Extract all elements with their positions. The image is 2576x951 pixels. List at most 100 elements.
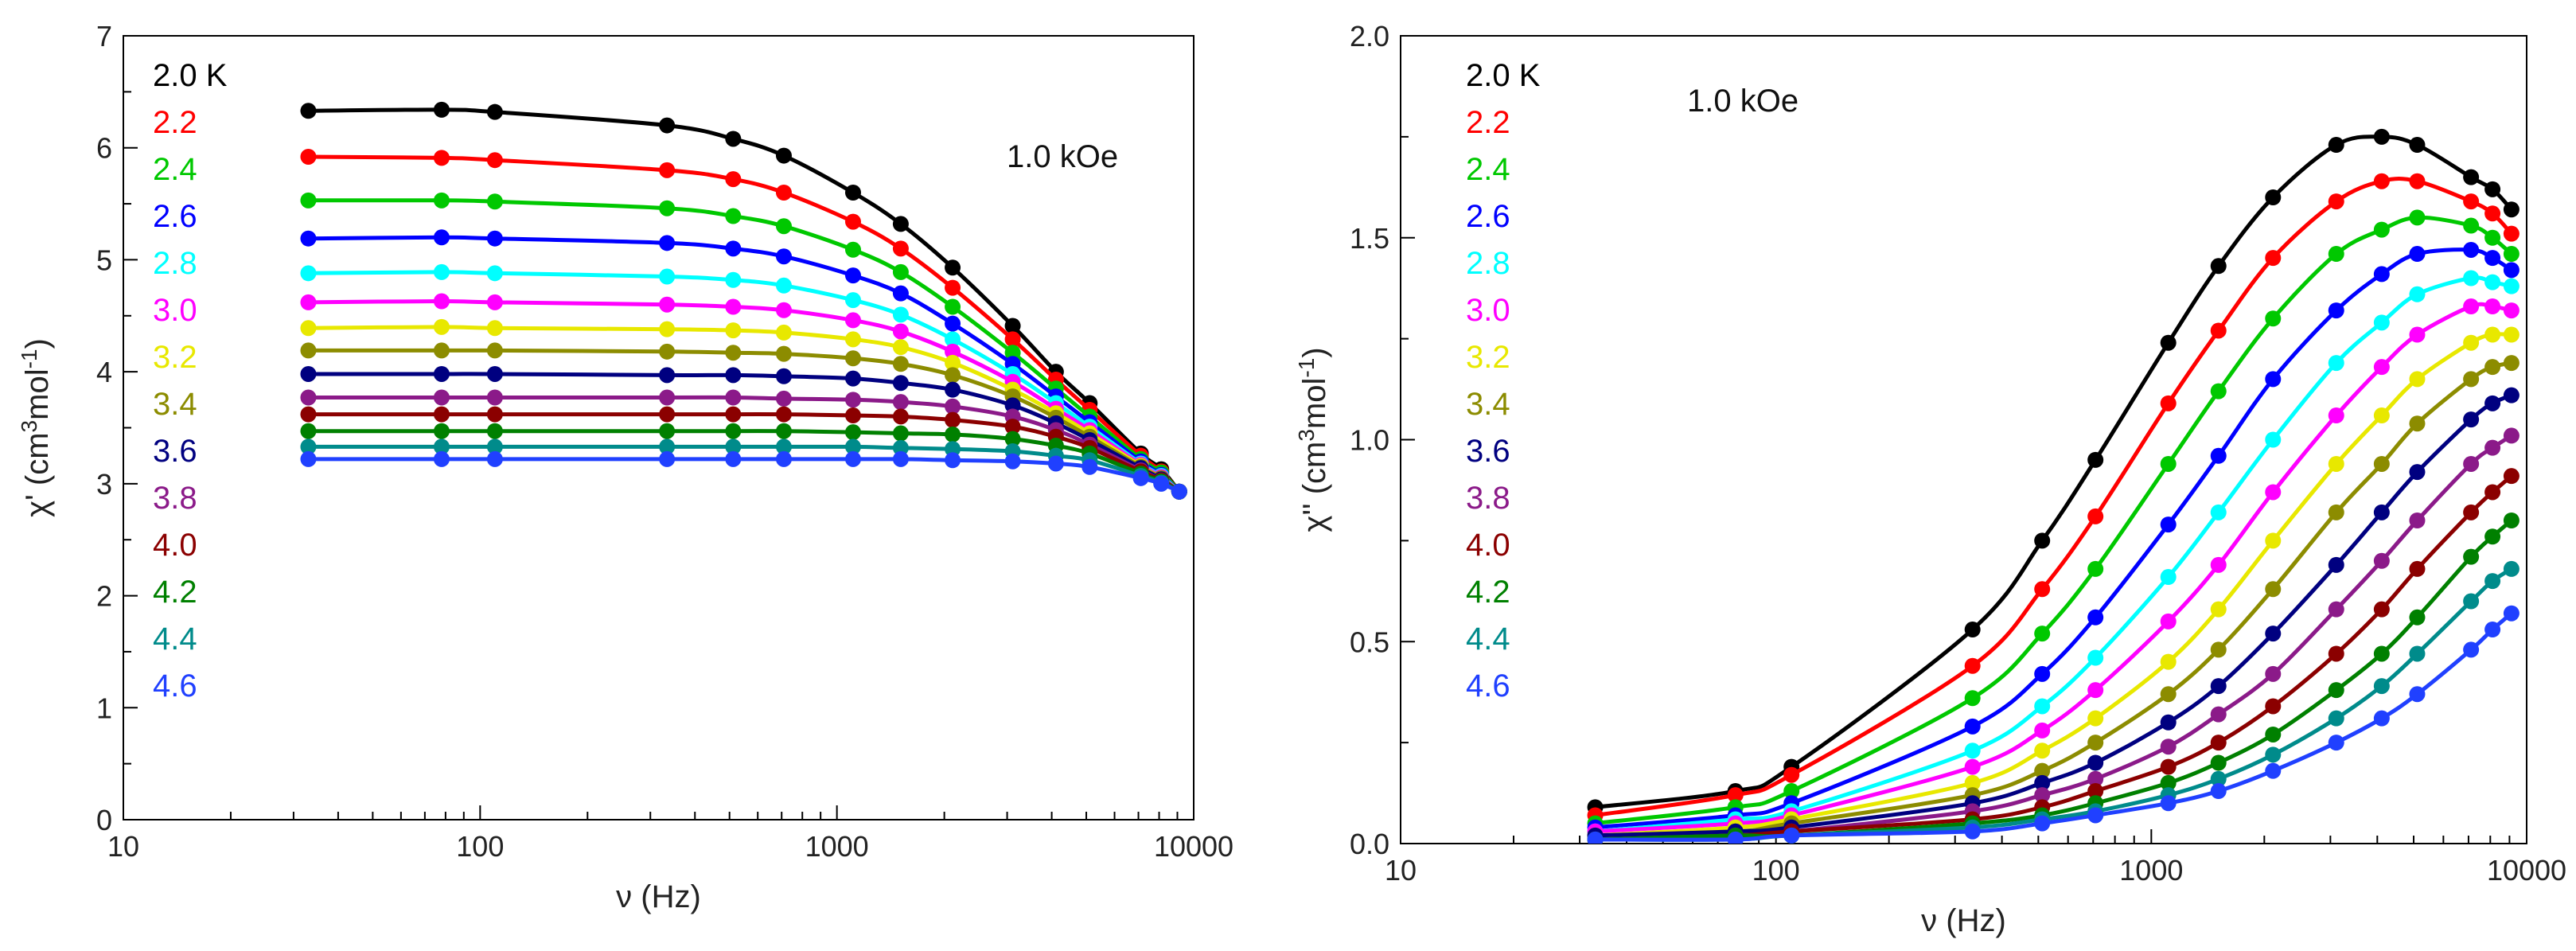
data-point	[433, 389, 450, 406]
data-point	[775, 345, 792, 362]
data-point	[486, 294, 503, 310]
legend-entry: 3.6	[1466, 434, 1510, 469]
data-point	[2484, 181, 2501, 197]
data-point	[725, 406, 742, 423]
data-point	[2484, 528, 2501, 545]
data-point	[659, 343, 676, 360]
data-point	[433, 450, 450, 467]
data-point	[1783, 827, 1800, 844]
data-point	[2373, 407, 2390, 424]
series-3.4	[1587, 355, 2519, 844]
data-point	[2265, 698, 2282, 715]
data-point	[2503, 468, 2519, 485]
y-axis-title-part: -1	[1294, 358, 1319, 378]
data-point	[2373, 601, 2390, 618]
data-point	[2034, 581, 2051, 598]
data-point	[2503, 326, 2519, 343]
data-point	[2087, 783, 2104, 800]
data-point	[775, 390, 792, 407]
data-point	[2034, 532, 2051, 549]
data-point	[2160, 395, 2177, 411]
data-point	[486, 152, 503, 169]
data-point	[844, 370, 861, 387]
data-point	[1727, 787, 1744, 804]
data-point	[2484, 359, 2501, 376]
data-point	[775, 302, 792, 318]
data-point	[433, 263, 450, 280]
data-point	[433, 406, 450, 423]
data-point	[892, 285, 909, 302]
data-point	[2034, 742, 2051, 759]
data-point	[775, 218, 792, 235]
data-point	[945, 381, 961, 398]
data-point	[2463, 217, 2480, 234]
data-point	[2409, 137, 2426, 154]
data-point	[2373, 314, 2390, 331]
data-point	[2087, 649, 2104, 666]
data-point	[2463, 193, 2480, 210]
series-line	[1595, 361, 2512, 838]
y-tick-label: 6	[96, 132, 112, 165]
chart-panel-2: 10 100 1000 10000 ν (Hz) 0.0 0.5 1.0 1.5 2.0 χ'' (…	[1294, 20, 2566, 938]
data-point	[2087, 508, 2104, 524]
data-point	[775, 406, 792, 423]
data-point	[659, 389, 676, 406]
y-tick-label: 0	[96, 804, 112, 836]
data-point	[2503, 605, 2519, 622]
data-point	[2484, 573, 2501, 590]
data-point	[2265, 310, 2282, 327]
data-point	[775, 324, 792, 341]
data-point	[2328, 355, 2344, 372]
y-axis-title: χ'' (cm3mol-1)	[1294, 347, 1332, 532]
series-2.6	[1587, 241, 2519, 836]
x-axis: 10 100 1000 10000 ν (Hz)	[1385, 829, 2566, 938]
data-point	[2034, 774, 2051, 791]
data-point	[2210, 447, 2227, 464]
series-3.0	[1587, 298, 2519, 840]
data-point	[725, 450, 742, 467]
data-point	[2160, 795, 2177, 812]
legend-entry: 4.0	[1466, 528, 1510, 563]
data-point	[2409, 326, 2426, 343]
data-point	[2265, 250, 2282, 267]
data-point	[892, 375, 909, 392]
legend-entry: 2.0 K	[1466, 58, 1541, 93]
data-point	[725, 423, 742, 439]
data-point	[945, 452, 961, 469]
data-point	[775, 438, 792, 455]
data-point	[775, 368, 792, 384]
legend-entry: 4.0	[153, 528, 197, 563]
y-axis-title-part: χ'' (cm	[1297, 442, 1332, 532]
data-point	[1964, 690, 1981, 707]
data-point	[2503, 513, 2519, 528]
y-axis-title-part: )	[20, 338, 55, 349]
y-tick-label: 2.0	[1350, 20, 1389, 53]
data-point	[945, 426, 961, 442]
data-point	[1081, 458, 1098, 475]
data-point	[486, 265, 503, 282]
data-point	[725, 367, 742, 384]
data-point	[2210, 754, 2227, 771]
data-point	[775, 248, 792, 265]
data-point	[2409, 464, 2426, 481]
data-point	[725, 438, 742, 455]
data-point	[2463, 593, 2480, 610]
data-point	[2087, 682, 2104, 699]
data-point	[775, 423, 792, 439]
legend-entry: 3.2	[1466, 340, 1510, 375]
data-point	[2210, 383, 2227, 399]
data-point	[844, 267, 861, 284]
legend-entry: 2.4	[1466, 152, 1510, 187]
data-point	[892, 323, 909, 340]
data-point	[433, 438, 450, 455]
data-point	[1964, 622, 1981, 638]
series-3.0	[300, 293, 1187, 500]
data-point	[2409, 645, 2426, 662]
data-point	[2484, 326, 2501, 343]
data-point	[2409, 513, 2426, 528]
series-2.2	[300, 148, 1187, 500]
data-point	[659, 438, 676, 455]
data-point	[433, 293, 450, 310]
data-point	[945, 279, 961, 296]
